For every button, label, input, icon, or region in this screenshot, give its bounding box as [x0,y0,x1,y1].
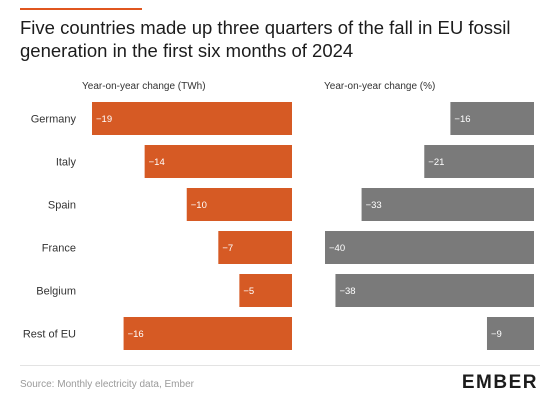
pct-bar [335,274,534,307]
category-label: Belgium [36,286,76,298]
category-label: Rest of EU [23,329,76,341]
source-note: Source: Monthly electricity data, Ember [20,379,194,390]
footer-divider [20,365,540,366]
twh-bar-value-label: −19 [96,114,112,125]
pct-bar [486,317,534,350]
category-label: France [42,243,76,255]
twh-bar-value-label: −7 [222,243,233,254]
pct-bar [424,145,534,178]
pct-panel-title: Year-on-year change (%) [324,81,436,92]
pct-bar-value-label: −38 [339,286,355,297]
pct-bar [450,102,534,135]
twh-bar-value-label: −5 [243,286,254,297]
chart-title: Five countries made up three quarters of… [20,17,511,61]
pct-bar-value-label: −9 [491,329,502,340]
twh-bar [239,274,292,307]
pct-bar-value-label: −33 [366,200,382,211]
twh-bar [186,188,292,221]
title-accent-line [20,8,142,10]
twh-bar-value-label: −14 [149,157,165,168]
pct-bar [361,188,534,221]
twh-bar [92,102,292,135]
ember-logo: EMBER [461,372,538,393]
twh-bar [144,145,292,178]
pct-bar-value-label: −21 [428,157,444,168]
twh-bar [218,231,292,264]
twh-bar [123,317,292,350]
pct-bar-value-label: −16 [454,114,470,125]
twh-bar-value-label: −16 [128,329,144,340]
pct-bar-value-label: −40 [329,243,345,254]
category-label: Spain [48,200,76,212]
pct-bar [325,231,534,264]
category-label: Italy [56,157,77,169]
twh-bar-value-label: −10 [191,200,207,211]
category-label: Germany [31,114,77,126]
twh-panel-title: Year-on-year change (TWh) [82,81,206,92]
